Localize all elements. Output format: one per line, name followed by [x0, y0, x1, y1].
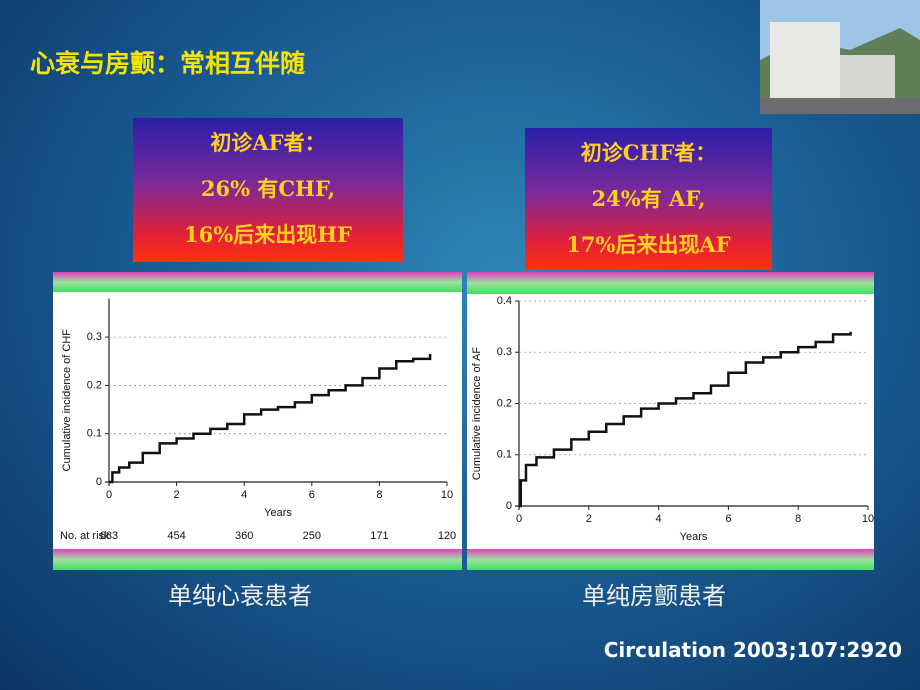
box-line: 初诊CHF者：: [580, 140, 717, 165]
caption: 单纯心衰患者: [168, 582, 312, 610]
data-line: [109, 354, 432, 484]
x-axis-label: Years: [680, 531, 708, 543]
box-line: 初诊AF者：: [210, 130, 326, 155]
x-tick-label: 6: [725, 513, 731, 525]
text-box: 初诊AF者： 26% 有CHF, 16%后来出现HF: [133, 118, 403, 262]
y-tick-label: 0.2: [497, 397, 512, 409]
panel-stripe: [53, 272, 462, 292]
box-line: 17%后来出现AF: [566, 232, 731, 257]
x-tick-label: 10: [441, 489, 453, 501]
panel-stripe: [53, 549, 462, 570]
panel-stripe: [467, 549, 874, 570]
panel-stripe: [467, 272, 874, 294]
y-axis-label: Cumulative incidence of CHF: [61, 329, 73, 472]
y-tick-label: 0.3: [87, 331, 102, 343]
x-tick-label: 0: [106, 489, 112, 501]
caption: 单纯房颤患者: [582, 582, 726, 610]
data-line: [519, 331, 852, 508]
at-risk-count: 360: [235, 530, 253, 542]
x-tick-label: 4: [241, 489, 247, 501]
box-line: 26% 有CHF,: [200, 176, 336, 201]
x-tick-label: 10: [862, 513, 874, 525]
at-risk-count: 250: [303, 530, 321, 542]
y-tick-label: 0: [96, 476, 102, 488]
y-tick-label: 0.1: [87, 428, 102, 440]
box-line: 16%后来出现HF: [184, 222, 352, 247]
box-line: 24%有 AF,: [591, 186, 706, 211]
at-risk-count: 454: [167, 530, 185, 542]
y-tick-label: 0: [506, 500, 512, 512]
x-tick-label: 2: [174, 489, 180, 501]
citation: Circulation 2003;107:2920: [603, 638, 902, 662]
x-tick-label: 4: [656, 513, 662, 525]
y-axis-label: Cumulative incidence of AF: [471, 347, 483, 481]
at-risk-label: No. at risk: [60, 530, 110, 542]
x-tick-label: 6: [309, 489, 315, 501]
text-box: 初诊CHF者： 24%有 AF, 17%后来出现AF: [525, 128, 772, 270]
y-tick-label: 0.4: [497, 295, 512, 307]
slide-title: 心衰与房颤：常相互伴随: [30, 49, 306, 78]
at-risk-count: 171: [370, 530, 388, 542]
y-tick-label: 0.1: [497, 449, 512, 461]
photo: [760, 0, 920, 114]
x-tick-label: 2: [586, 513, 592, 525]
y-tick-label: 0.3: [497, 346, 512, 358]
at-risk-count: 120: [438, 530, 456, 542]
x-axis-label: Years: [264, 507, 292, 519]
x-tick-label: 0: [516, 513, 522, 525]
x-tick-label: 8: [376, 489, 382, 501]
chart-panel: [467, 272, 874, 570]
x-tick-label: 8: [795, 513, 801, 525]
y-tick-label: 0.2: [87, 379, 102, 391]
chart-panel: [53, 272, 462, 570]
at-risk-count: 683: [100, 530, 118, 542]
